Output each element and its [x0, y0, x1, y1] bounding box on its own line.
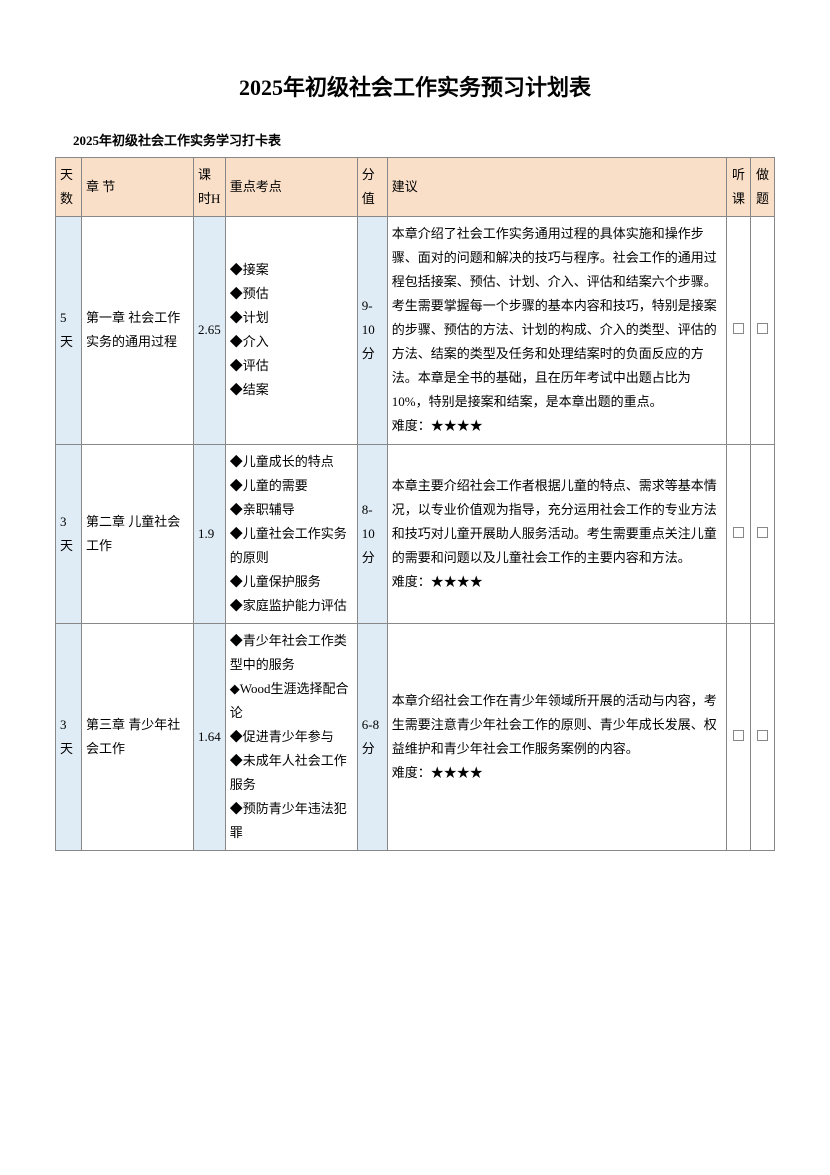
header-do: 做题 — [751, 158, 775, 217]
cell-chapter: 第二章 儿童社会工作 — [82, 444, 194, 623]
cell-do — [751, 217, 775, 444]
cell-chapter: 第三章 青少年社会工作 — [82, 623, 194, 850]
cell-points: ◆接案 ◆预估 ◆计划 ◆介入 ◆评估 ◆结案 — [225, 217, 357, 444]
cell-score: 8-10分 — [357, 444, 387, 623]
header-points: 重点考点 — [225, 158, 357, 217]
cell-chapter: 第一章 社会工作实务的通用过程 — [82, 217, 194, 444]
header-hours: 课时H — [194, 158, 226, 217]
cell-listen — [727, 623, 751, 850]
checkbox-do[interactable] — [757, 323, 768, 334]
checkbox-listen[interactable] — [733, 527, 744, 538]
table-row: 3天第三章 青少年社会工作1.64◆青少年社会工作类型中的服务 ◆Wood生涯选… — [56, 623, 775, 850]
cell-days: 3天 — [56, 623, 82, 850]
cell-suggest: 本章介绍社会工作在青少年领域所开展的活动与内容，考生需要注意青少年社会工作的原则… — [387, 623, 726, 850]
header-days: 天数 — [56, 158, 82, 217]
checkbox-do[interactable] — [757, 730, 768, 741]
cell-hours: 1.9 — [194, 444, 226, 623]
header-score: 分值 — [357, 158, 387, 217]
cell-do — [751, 444, 775, 623]
cell-days: 5天 — [56, 217, 82, 444]
cell-listen — [727, 444, 751, 623]
cell-score: 9-10分 — [357, 217, 387, 444]
cell-days: 3天 — [56, 444, 82, 623]
header-suggest: 建议 — [387, 158, 726, 217]
page-title: 2025年初级社会工作实务预习计划表 — [55, 70, 775, 102]
page-subtitle: 2025年初级社会工作实务学习打卡表 — [55, 130, 775, 149]
cell-points: ◆青少年社会工作类型中的服务 ◆Wood生涯选择配合论 ◆促进青少年参与 ◆未成… — [225, 623, 357, 850]
header-chapter: 章 节 — [82, 158, 194, 217]
table-header-row: 天数 章 节 课时H 重点考点 分值 建议 听课 做题 — [56, 158, 775, 217]
study-plan-table: 天数 章 节 课时H 重点考点 分值 建议 听课 做题 5天第一章 社会工作实务… — [55, 157, 775, 851]
checkbox-do[interactable] — [757, 527, 768, 538]
checkbox-listen[interactable] — [733, 730, 744, 741]
cell-points: ◆儿童成长的特点 ◆儿童的需要 ◆亲职辅导 ◆儿童社会工作实务的原则 ◆儿童保护… — [225, 444, 357, 623]
cell-do — [751, 623, 775, 850]
cell-hours: 2.65 — [194, 217, 226, 444]
document-page: 2025年初级社会工作实务预习计划表 2025年初级社会工作实务学习打卡表 天数… — [0, 0, 830, 1175]
table-row: 3天第二章 儿童社会工作1.9◆儿童成长的特点 ◆儿童的需要 ◆亲职辅导 ◆儿童… — [56, 444, 775, 623]
checkbox-listen[interactable] — [733, 323, 744, 334]
cell-suggest: 本章介绍了社会工作实务通用过程的具体实施和操作步骤、面对的问题和解决的技巧与程序… — [387, 217, 726, 444]
cell-listen — [727, 217, 751, 444]
cell-hours: 1.64 — [194, 623, 226, 850]
header-listen: 听课 — [727, 158, 751, 217]
cell-score: 6-8分 — [357, 623, 387, 850]
cell-suggest: 本章主要介绍社会工作者根据儿童的特点、需求等基本情况，以专业价值观为指导，充分运… — [387, 444, 726, 623]
table-row: 5天第一章 社会工作实务的通用过程2.65◆接案 ◆预估 ◆计划 ◆介入 ◆评估… — [56, 217, 775, 444]
